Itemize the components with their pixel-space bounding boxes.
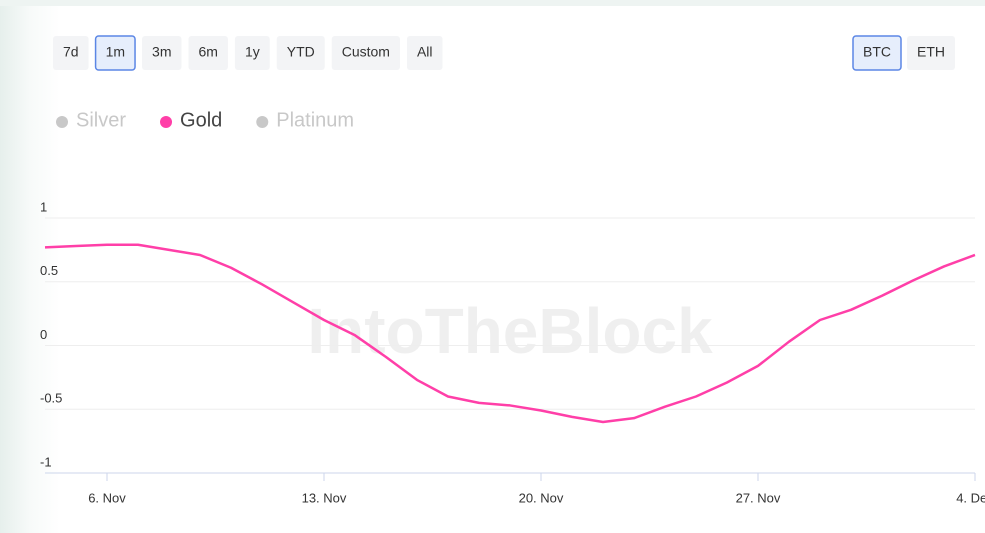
top-band bbox=[0, 0, 985, 6]
x-tick-label: 13. Nov bbox=[302, 490, 347, 505]
button-label[interactable]: 6m bbox=[198, 44, 217, 60]
button-bg[interactable] bbox=[852, 35, 902, 71]
button-label[interactable]: 1m bbox=[106, 44, 125, 60]
button-bg[interactable] bbox=[276, 36, 325, 70]
button[interactable]: All bbox=[406, 36, 443, 70]
x-tick-label: 4. Dec bbox=[956, 490, 985, 505]
watermark: IntoTheBlock bbox=[307, 295, 713, 367]
x-tick-label: 27. Nov bbox=[736, 490, 781, 505]
plot: -1 -0.5 0 0.5 1 6. Nov 13. Nov 20. Nov 27. Nov 4.… bbox=[40, 199, 985, 505]
toolbar: 7d 1m 3m 6m 1y YTD Custom All BTC ETH bbox=[53, 35, 955, 71]
legend-marker bbox=[56, 116, 68, 128]
button[interactable]: BTC bbox=[852, 35, 902, 71]
legend-label: Platinum bbox=[276, 109, 354, 131]
button-bg[interactable] bbox=[406, 36, 443, 70]
button-label[interactable]: 3m bbox=[152, 44, 171, 60]
button-bg[interactable] bbox=[907, 36, 955, 70]
button[interactable]: 1y bbox=[234, 36, 270, 70]
button[interactable]: Custom bbox=[331, 36, 400, 70]
legend-label: Gold bbox=[180, 109, 222, 131]
button-bg[interactable] bbox=[188, 36, 228, 70]
button-label[interactable]: 1y bbox=[245, 44, 260, 60]
legend-label: Silver bbox=[76, 109, 126, 131]
y-tick-label: -1 bbox=[40, 454, 52, 469]
y-tick-label: -0.5 bbox=[40, 391, 62, 406]
y-tick-label: 1 bbox=[40, 199, 47, 214]
button-bg[interactable] bbox=[94, 35, 136, 71]
legend-marker bbox=[160, 116, 173, 128]
button[interactable]: 7d bbox=[53, 36, 89, 70]
legend: Silver Gold Platinum bbox=[56, 109, 354, 131]
button-label[interactable]: ETH bbox=[917, 44, 945, 60]
button-bg[interactable] bbox=[331, 36, 400, 70]
button[interactable]: 3m bbox=[142, 36, 182, 70]
button-label[interactable]: BTC bbox=[863, 44, 891, 60]
legend-marker bbox=[256, 116, 269, 128]
y-tick-label: 0.5 bbox=[40, 263, 58, 278]
button-bg[interactable] bbox=[53, 36, 89, 70]
button-label[interactable]: 7d bbox=[63, 44, 79, 60]
button-bg[interactable] bbox=[234, 36, 270, 70]
y-tick-label: 0 bbox=[40, 327, 47, 342]
button-bg[interactable] bbox=[142, 36, 182, 70]
x-tick-label: 20. Nov bbox=[519, 490, 564, 505]
series-line bbox=[44, 243, 976, 424]
button[interactable]: YTD bbox=[276, 36, 325, 70]
button-label[interactable]: Custom bbox=[342, 44, 390, 60]
x-tick-label: 6. Nov bbox=[88, 490, 126, 505]
button[interactable]: 1m bbox=[94, 35, 136, 71]
button-label[interactable]: All bbox=[417, 44, 433, 60]
button[interactable]: ETH bbox=[907, 36, 955, 70]
button-label[interactable]: YTD bbox=[287, 44, 315, 60]
button[interactable]: 6m bbox=[188, 36, 228, 70]
